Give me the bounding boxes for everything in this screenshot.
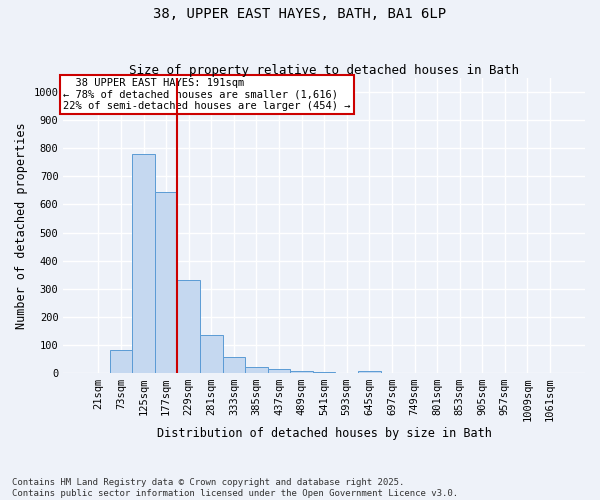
Bar (155, 192, 178, 373)
Text: Contains HM Land Registry data © Crown copyright and database right 2025.
Contai: Contains HM Land Registry data © Crown c… (12, 478, 458, 498)
Bar (245, 366, 268, 373)
Bar (132, 154, 155, 373)
Bar (178, 280, 200, 373)
Bar (268, 370, 290, 373)
Bar (313, 372, 335, 373)
Text: 38, UPPER EAST HAYES, BATH, BA1 6LP: 38, UPPER EAST HAYES, BATH, BA1 6LP (154, 8, 446, 22)
Bar (358, 372, 380, 373)
Y-axis label: Number of detached properties: Number of detached properties (15, 122, 28, 329)
Bar (200, 335, 223, 373)
Bar (110, 350, 132, 373)
Text: 38 UPPER EAST HAYES: 191sqm
← 78% of detached houses are smaller (1,616)
22% of : 38 UPPER EAST HAYES: 191sqm ← 78% of det… (64, 78, 351, 112)
Title: Size of property relative to detached houses in Bath: Size of property relative to detached ho… (129, 64, 519, 77)
Bar (290, 370, 313, 373)
X-axis label: Distribution of detached houses by size in Bath: Distribution of detached houses by size … (157, 427, 491, 440)
Bar (223, 358, 245, 373)
